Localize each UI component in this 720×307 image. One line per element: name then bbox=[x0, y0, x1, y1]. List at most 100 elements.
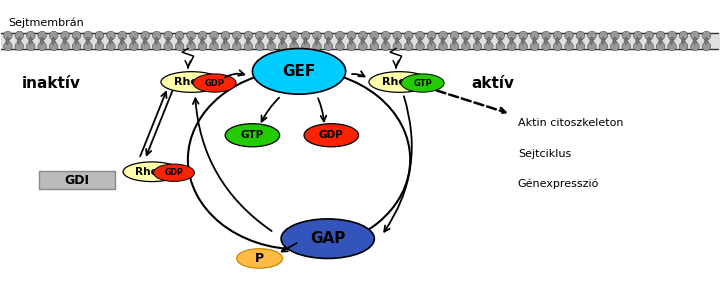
Ellipse shape bbox=[95, 42, 104, 51]
Ellipse shape bbox=[679, 42, 688, 51]
Ellipse shape bbox=[427, 31, 436, 40]
Ellipse shape bbox=[72, 31, 81, 40]
Ellipse shape bbox=[667, 42, 676, 51]
Ellipse shape bbox=[553, 31, 562, 40]
Ellipse shape bbox=[256, 42, 264, 51]
Text: GTP: GTP bbox=[240, 130, 264, 140]
Ellipse shape bbox=[141, 31, 150, 40]
Ellipse shape bbox=[485, 42, 493, 51]
Ellipse shape bbox=[450, 42, 459, 51]
Text: Sejtmembrán: Sejtmembrán bbox=[9, 17, 84, 28]
Circle shape bbox=[193, 74, 236, 92]
Ellipse shape bbox=[279, 42, 287, 51]
Ellipse shape bbox=[393, 42, 402, 51]
Ellipse shape bbox=[290, 42, 299, 51]
Ellipse shape bbox=[599, 31, 608, 40]
Text: Génexpresszió: Génexpresszió bbox=[518, 179, 599, 189]
Ellipse shape bbox=[118, 31, 127, 40]
Ellipse shape bbox=[416, 42, 424, 51]
Ellipse shape bbox=[519, 42, 528, 51]
Ellipse shape bbox=[473, 31, 482, 40]
Ellipse shape bbox=[210, 31, 218, 40]
Ellipse shape bbox=[657, 42, 665, 51]
Circle shape bbox=[153, 164, 194, 181]
Ellipse shape bbox=[141, 42, 150, 51]
Ellipse shape bbox=[233, 42, 241, 51]
Ellipse shape bbox=[198, 31, 207, 40]
Ellipse shape bbox=[542, 42, 550, 51]
Ellipse shape bbox=[60, 42, 69, 51]
Ellipse shape bbox=[324, 31, 333, 40]
Text: inaktív: inaktív bbox=[22, 76, 81, 91]
Circle shape bbox=[225, 124, 279, 147]
Ellipse shape bbox=[369, 72, 430, 92]
Ellipse shape bbox=[485, 31, 493, 40]
Ellipse shape bbox=[221, 31, 230, 40]
Ellipse shape bbox=[588, 31, 596, 40]
Ellipse shape bbox=[679, 31, 688, 40]
Text: Rho: Rho bbox=[382, 77, 405, 87]
Text: GAP: GAP bbox=[310, 231, 346, 246]
Ellipse shape bbox=[462, 31, 470, 40]
Ellipse shape bbox=[450, 31, 459, 40]
Ellipse shape bbox=[118, 42, 127, 51]
Ellipse shape bbox=[60, 31, 69, 40]
Ellipse shape bbox=[370, 42, 379, 51]
Ellipse shape bbox=[645, 42, 654, 51]
Ellipse shape bbox=[657, 31, 665, 40]
Ellipse shape bbox=[267, 42, 276, 51]
Ellipse shape bbox=[210, 42, 218, 51]
Ellipse shape bbox=[50, 31, 58, 40]
Text: GDI: GDI bbox=[64, 174, 89, 187]
Text: GDP: GDP bbox=[204, 79, 225, 87]
Ellipse shape bbox=[519, 31, 528, 40]
Ellipse shape bbox=[336, 42, 344, 51]
Ellipse shape bbox=[576, 31, 585, 40]
Ellipse shape bbox=[301, 42, 310, 51]
Ellipse shape bbox=[702, 42, 711, 51]
Circle shape bbox=[237, 249, 282, 268]
Ellipse shape bbox=[153, 42, 161, 51]
Ellipse shape bbox=[393, 31, 402, 40]
Ellipse shape bbox=[347, 42, 356, 51]
Ellipse shape bbox=[312, 42, 321, 51]
Ellipse shape bbox=[164, 31, 173, 40]
Ellipse shape bbox=[702, 31, 711, 40]
Ellipse shape bbox=[645, 31, 654, 40]
Ellipse shape bbox=[416, 31, 424, 40]
Ellipse shape bbox=[564, 31, 573, 40]
Ellipse shape bbox=[359, 42, 367, 51]
Ellipse shape bbox=[15, 31, 24, 40]
Text: Aktin citoszkeleton: Aktin citoszkeleton bbox=[518, 118, 624, 128]
Ellipse shape bbox=[427, 42, 436, 51]
Ellipse shape bbox=[382, 42, 390, 51]
FancyBboxPatch shape bbox=[39, 171, 114, 189]
Text: Sejtciklus: Sejtciklus bbox=[518, 149, 571, 158]
Ellipse shape bbox=[531, 31, 539, 40]
Ellipse shape bbox=[107, 31, 115, 40]
Ellipse shape bbox=[588, 42, 596, 51]
Ellipse shape bbox=[634, 31, 642, 40]
Ellipse shape bbox=[176, 31, 184, 40]
Ellipse shape bbox=[15, 42, 24, 51]
Ellipse shape bbox=[153, 31, 161, 40]
Ellipse shape bbox=[324, 42, 333, 51]
Ellipse shape bbox=[690, 42, 699, 51]
Text: P: P bbox=[255, 252, 264, 265]
Circle shape bbox=[401, 74, 444, 92]
Ellipse shape bbox=[462, 42, 470, 51]
Ellipse shape bbox=[244, 42, 253, 51]
Ellipse shape bbox=[84, 42, 92, 51]
Ellipse shape bbox=[336, 31, 344, 40]
Circle shape bbox=[304, 124, 359, 147]
Ellipse shape bbox=[564, 42, 573, 51]
Ellipse shape bbox=[622, 42, 631, 51]
Ellipse shape bbox=[198, 42, 207, 51]
Ellipse shape bbox=[130, 42, 138, 51]
Ellipse shape bbox=[164, 42, 173, 51]
Ellipse shape bbox=[611, 42, 619, 51]
Ellipse shape bbox=[95, 31, 104, 40]
Ellipse shape bbox=[542, 31, 550, 40]
Ellipse shape bbox=[50, 42, 58, 51]
Text: GDP: GDP bbox=[165, 168, 184, 177]
